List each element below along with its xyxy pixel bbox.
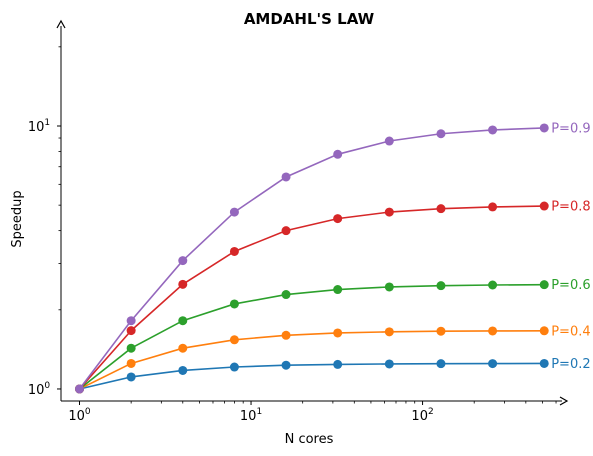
data-point: [488, 326, 498, 336]
series-label-0: P=0.2: [551, 357, 590, 372]
series-group: P=0.2 P=0.4 P=0.6 P=0.8 P=0.9: [75, 121, 591, 394]
data-point: [539, 326, 549, 336]
data-point: [488, 202, 498, 212]
series-label-1: P=0.4: [551, 324, 590, 339]
data-point: [178, 279, 188, 289]
series-label-3: P=0.8: [551, 200, 590, 215]
data-point: [333, 214, 343, 224]
y-axis-arrow: [56, 19, 66, 29]
series-line-4: [78, 127, 545, 390]
axes: [56, 19, 569, 406]
data-point: [229, 299, 239, 309]
data-point: [126, 343, 136, 353]
data-point: [333, 149, 343, 159]
data-point: [178, 343, 188, 353]
series-P=0.6: P=0.6: [75, 278, 591, 394]
series-P=0.9: P=0.9: [75, 121, 591, 394]
series-P=0.2: P=0.2: [75, 357, 591, 394]
data-point: [281, 172, 291, 182]
data-point: [436, 281, 446, 291]
data-point: [178, 256, 188, 266]
series-line-1: [79, 330, 545, 390]
ticks: 100 101 102 100 101: [28, 46, 557, 424]
data-point: [436, 204, 446, 214]
data-point: [539, 358, 549, 368]
x-axis-label: N cores: [285, 432, 334, 447]
data-point: [126, 316, 136, 326]
data-point: [333, 359, 343, 369]
data-point: [229, 335, 239, 345]
x-tick-label-2: 102: [411, 407, 433, 424]
data-point: [178, 365, 188, 375]
series-label-4: P=0.9: [551, 121, 590, 136]
data-point: [384, 359, 394, 369]
series-label-2: P=0.6: [551, 278, 590, 293]
x-tick-label-1: 101: [240, 407, 262, 424]
series-line-0: [79, 362, 545, 390]
data-point: [229, 362, 239, 372]
series-P=0.4: P=0.4: [75, 324, 591, 394]
data-point: [488, 359, 498, 369]
data-point: [178, 316, 188, 326]
data-point: [539, 123, 549, 133]
data-point: [384, 136, 394, 146]
data-point: [126, 358, 136, 368]
y-axis-label: Speedup: [10, 190, 25, 247]
x-axis-arrow: [559, 396, 569, 406]
data-point: [488, 125, 498, 135]
data-point: [488, 280, 498, 290]
chart-title: AMDAHL'S LAW: [244, 10, 375, 28]
data-point: [539, 280, 549, 290]
data-point: [436, 326, 446, 336]
data-point: [384, 207, 394, 217]
data-point: [281, 226, 291, 236]
y-tick-label-0: 100: [28, 381, 51, 398]
x-tick-label-0: 100: [68, 407, 91, 424]
data-point: [229, 207, 239, 217]
data-point: [333, 328, 343, 338]
series-P=0.8: P=0.8: [75, 200, 591, 394]
data-point: [436, 129, 446, 139]
data-point: [539, 201, 549, 211]
series-line-2: [79, 283, 545, 390]
data-point: [436, 359, 446, 369]
data-point: [281, 330, 291, 340]
data-point: [281, 360, 291, 370]
data-point: [333, 285, 343, 295]
data-point: [229, 246, 239, 256]
data-point: [281, 290, 291, 300]
data-point: [75, 384, 85, 394]
series-line-3: [78, 205, 545, 390]
data-point: [384, 327, 394, 337]
y-tick-label-1: 101: [28, 118, 50, 135]
data-point: [126, 326, 136, 336]
data-point: [126, 372, 136, 382]
data-point: [384, 282, 394, 292]
